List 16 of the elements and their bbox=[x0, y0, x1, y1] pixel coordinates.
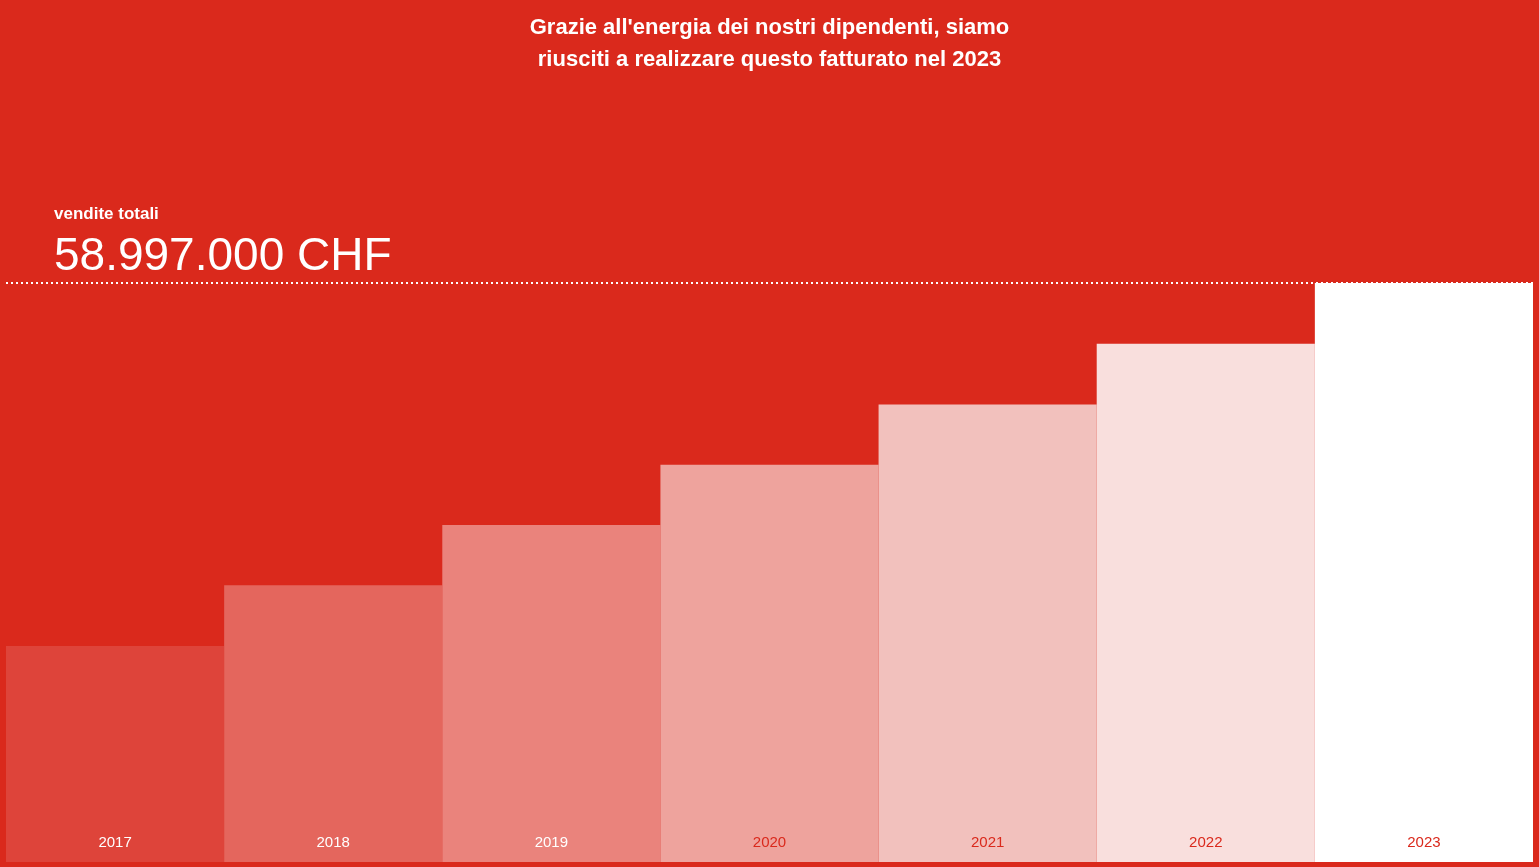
x-tick-label: 2023 bbox=[1407, 833, 1441, 850]
x-tick-label: 2017 bbox=[98, 833, 132, 850]
bar bbox=[6, 646, 225, 862]
bar bbox=[224, 585, 443, 862]
x-tick-label: 2022 bbox=[1189, 833, 1223, 850]
bar bbox=[660, 464, 879, 862]
ref-line-label: 58.997.000 CHF bbox=[54, 227, 392, 280]
chart-title: Grazie all'energia dei nostri dipendenti, siamo riusciti a realizzare questo fatturato nel 2023 bbox=[529, 14, 1010, 71]
x-tick-label: 2018 bbox=[316, 833, 350, 850]
x-tick-label: 2019 bbox=[534, 833, 569, 850]
x-tick-label: 2021 bbox=[970, 833, 1005, 850]
bar bbox=[878, 404, 1097, 862]
x-tick-label: 2020 bbox=[752, 833, 787, 850]
bar bbox=[1096, 343, 1315, 862]
bar bbox=[442, 524, 661, 862]
text: vendite totali bbox=[54, 203, 159, 223]
